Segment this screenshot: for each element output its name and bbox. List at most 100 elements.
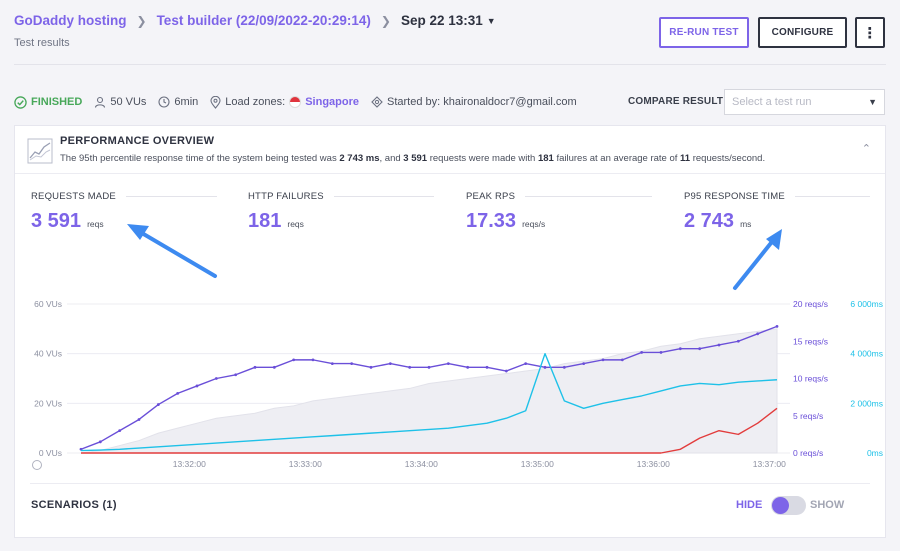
load-zones-label: Load zones: [225, 96, 286, 108]
requests-point [311, 358, 315, 362]
page-subtitle: Test results [14, 37, 70, 49]
metric-unit: ms [740, 219, 752, 229]
metric-value: 17.33 [466, 210, 517, 232]
requests-point [466, 365, 470, 369]
y-left-tick-label: 60 VUs [34, 299, 62, 309]
x-tick-label: 13:36:00 [637, 459, 670, 469]
y-right-ms-tick-label: 6 000ms [850, 299, 883, 309]
metric-http-failures[interactable]: HTTP FAILURES 181 reqs [248, 191, 434, 233]
annotation-arrow-right [733, 236, 777, 290]
check-circle-icon [14, 95, 27, 109]
requests-point [388, 362, 392, 365]
clock-icon [158, 96, 170, 108]
requests-point [330, 362, 334, 365]
requests-point [601, 358, 605, 362]
scenarios-toggle[interactable] [771, 496, 806, 515]
requests-point [756, 332, 760, 336]
status-bar: FINISHED 50 VUs 6min Load zones: Singapo… [14, 91, 589, 113]
metric-value-row: 17.33 reqs/s [466, 210, 652, 233]
requests-point [736, 339, 740, 343]
y-right-ms-tick-label: 0ms [867, 448, 883, 458]
status-load-zones: Load zones: Singapore [210, 95, 359, 109]
requests-point [98, 440, 102, 444]
compare-placeholder: Select a test run [732, 96, 812, 108]
caret-down-icon: ▼ [868, 97, 877, 107]
requests-point [118, 429, 122, 433]
rerun-test-button[interactable]: RE-RUN TEST [659, 17, 749, 48]
y-left-tick-label: 0 VUs [39, 448, 62, 458]
header-divider [14, 64, 886, 65]
scenarios-divider [30, 483, 870, 484]
metric-unit: reqs [287, 219, 304, 229]
x-tick-label: 13:32:00 [173, 459, 206, 469]
performance-overview-card: PERFORMANCE OVERVIEW The 95th percentile… [14, 125, 886, 538]
requests-point [640, 351, 644, 354]
desc-text: failures at an average rate of [553, 153, 681, 164]
metric-label: P95 RESPONSE TIME [684, 191, 870, 202]
metric-p95-response-time[interactable]: P95 RESPONSE TIME 2 743 ms [684, 191, 870, 233]
requests-point [350, 362, 354, 365]
breadcrumb-org-link[interactable]: GoDaddy hosting [14, 13, 127, 28]
metric-label: PEAK RPS [466, 191, 652, 202]
map-pin-icon [210, 95, 221, 109]
requests-point [775, 324, 779, 328]
desc-failures: 181 [537, 153, 554, 164]
test-run-dropdown[interactable]: Sep 22 13:31 ▼ [401, 13, 496, 28]
chevron-right-icon: ❯ [136, 13, 147, 28]
y-left-tick-label: 20 VUs [34, 398, 62, 408]
metric-value-row: 3 591 reqs [31, 210, 217, 233]
line-chart-icon [27, 138, 53, 164]
requests-point [524, 362, 528, 365]
requests-point [137, 418, 141, 421]
user-icon [95, 96, 106, 108]
compare-result-label: COMPARE RESULT [628, 96, 724, 107]
x-tick-label: 13:34:00 [405, 459, 438, 469]
breadcrumb: GoDaddy hosting ❯ Test builder (22/09/20… [14, 13, 496, 28]
compare-test-run-select[interactable]: Select a test run ▼ [724, 89, 885, 115]
metric-requests-made[interactable]: REQUESTS MADE 3 591 reqs [31, 191, 217, 233]
chevron-up-icon[interactable]: ⌃ [861, 143, 871, 155]
started-by-value: Started by: khaironaldocr7@gmail.com [387, 96, 577, 108]
requests-point [582, 362, 586, 365]
hide-label[interactable]: HIDE [736, 499, 763, 511]
metric-label: HTTP FAILURES [248, 191, 434, 202]
requests-point [543, 365, 547, 369]
overview-title: PERFORMANCE OVERVIEW [60, 135, 215, 147]
load-zone-link[interactable]: Singapore [305, 96, 359, 108]
status-started-by: Started by: khaironaldocr7@gmail.com [371, 96, 577, 108]
requests-point [659, 351, 663, 354]
breadcrumb-test-link[interactable]: Test builder (22/09/2022-20:29:14) [156, 13, 371, 28]
y-right-rps-tick-label: 15 reqs/s [793, 336, 828, 346]
requests-point [717, 343, 721, 347]
rocket-icon [371, 96, 383, 108]
y-right-rps-tick-label: 10 reqs/s [793, 374, 828, 384]
desc-p95: 2 743 ms [339, 153, 380, 164]
scenarios-title[interactable]: SCENARIOS (1) [31, 499, 117, 511]
metric-value: 2 743 [684, 210, 735, 232]
y-right-ms-tick-label: 4 000ms [850, 349, 883, 359]
status-vus: 50 VUs [94, 96, 146, 108]
requests-point [562, 365, 566, 369]
metric-value-row: 181 reqs [248, 210, 434, 233]
metric-peak-rps[interactable]: PEAK RPS 17.33 reqs/s [466, 191, 652, 233]
requests-point [195, 384, 199, 388]
test-run-label: Sep 22 13:31 [400, 13, 483, 28]
requests-point [253, 365, 257, 369]
y-left-tick-label: 40 VUs [34, 349, 62, 359]
x-tick-label: 13:33:00 [289, 459, 322, 469]
x-tick-label: 13:37:00 [753, 459, 786, 469]
status-finished: FINISHED [14, 95, 82, 109]
requests-point [156, 403, 160, 406]
show-label[interactable]: SHOW [810, 499, 845, 511]
y-right-rps-tick-label: 5 reqs/s [793, 411, 823, 421]
overview-header[interactable]: PERFORMANCE OVERVIEW The 95th percentile… [15, 126, 885, 174]
configure-button[interactable]: CONFIGURE [758, 17, 847, 48]
metric-value-row: 2 743 ms [684, 210, 870, 233]
more-options-button[interactable]: ⋮ [855, 17, 885, 48]
requests-point [408, 365, 412, 369]
performance-chart[interactable]: 0 VUs 20 VUs 40 VUs 60 VUs 0 reqs/s 5 reqs/s 1… [15, 296, 885, 476]
requests-point [292, 358, 296, 362]
desc-text: The 95th percentile response time of the… [60, 153, 340, 164]
requests-point [369, 365, 373, 369]
desc-text: requests/second. [690, 153, 766, 164]
